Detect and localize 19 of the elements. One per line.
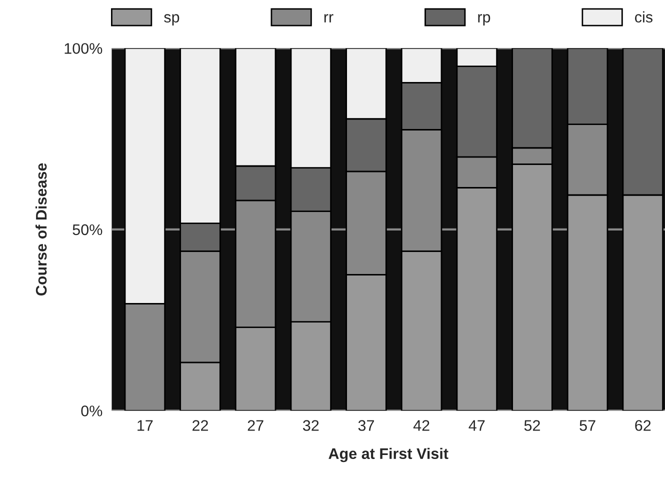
x-tick-label: 32: [302, 420, 319, 431]
legend-label: rp: [478, 14, 490, 26]
legend-label: sp: [164, 14, 180, 26]
x-tick-label: 57: [580, 420, 596, 431]
y-tick-label: 50%: [72, 224, 102, 236]
legend-label: rr: [324, 14, 334, 22]
x-tick-label: 47: [468, 420, 485, 431]
x-tick-label: 27: [248, 420, 264, 431]
x-tick-label: 17: [138, 420, 153, 431]
y-tick-label: 100%: [64, 43, 102, 54]
x-tick-label: 42: [413, 420, 430, 431]
x-tick-label: 22: [192, 420, 208, 431]
x-tick-label: 62: [635, 420, 651, 431]
legend-label: cis: [635, 11, 652, 23]
y-tick-label: 0%: [81, 406, 102, 416]
x-tick-label: 37: [358, 420, 374, 431]
y-axis-title: Course of Disease: [35, 163, 47, 296]
x-axis-title: Age at First Visit: [328, 448, 448, 462]
x-tick-label: 52: [524, 420, 540, 431]
